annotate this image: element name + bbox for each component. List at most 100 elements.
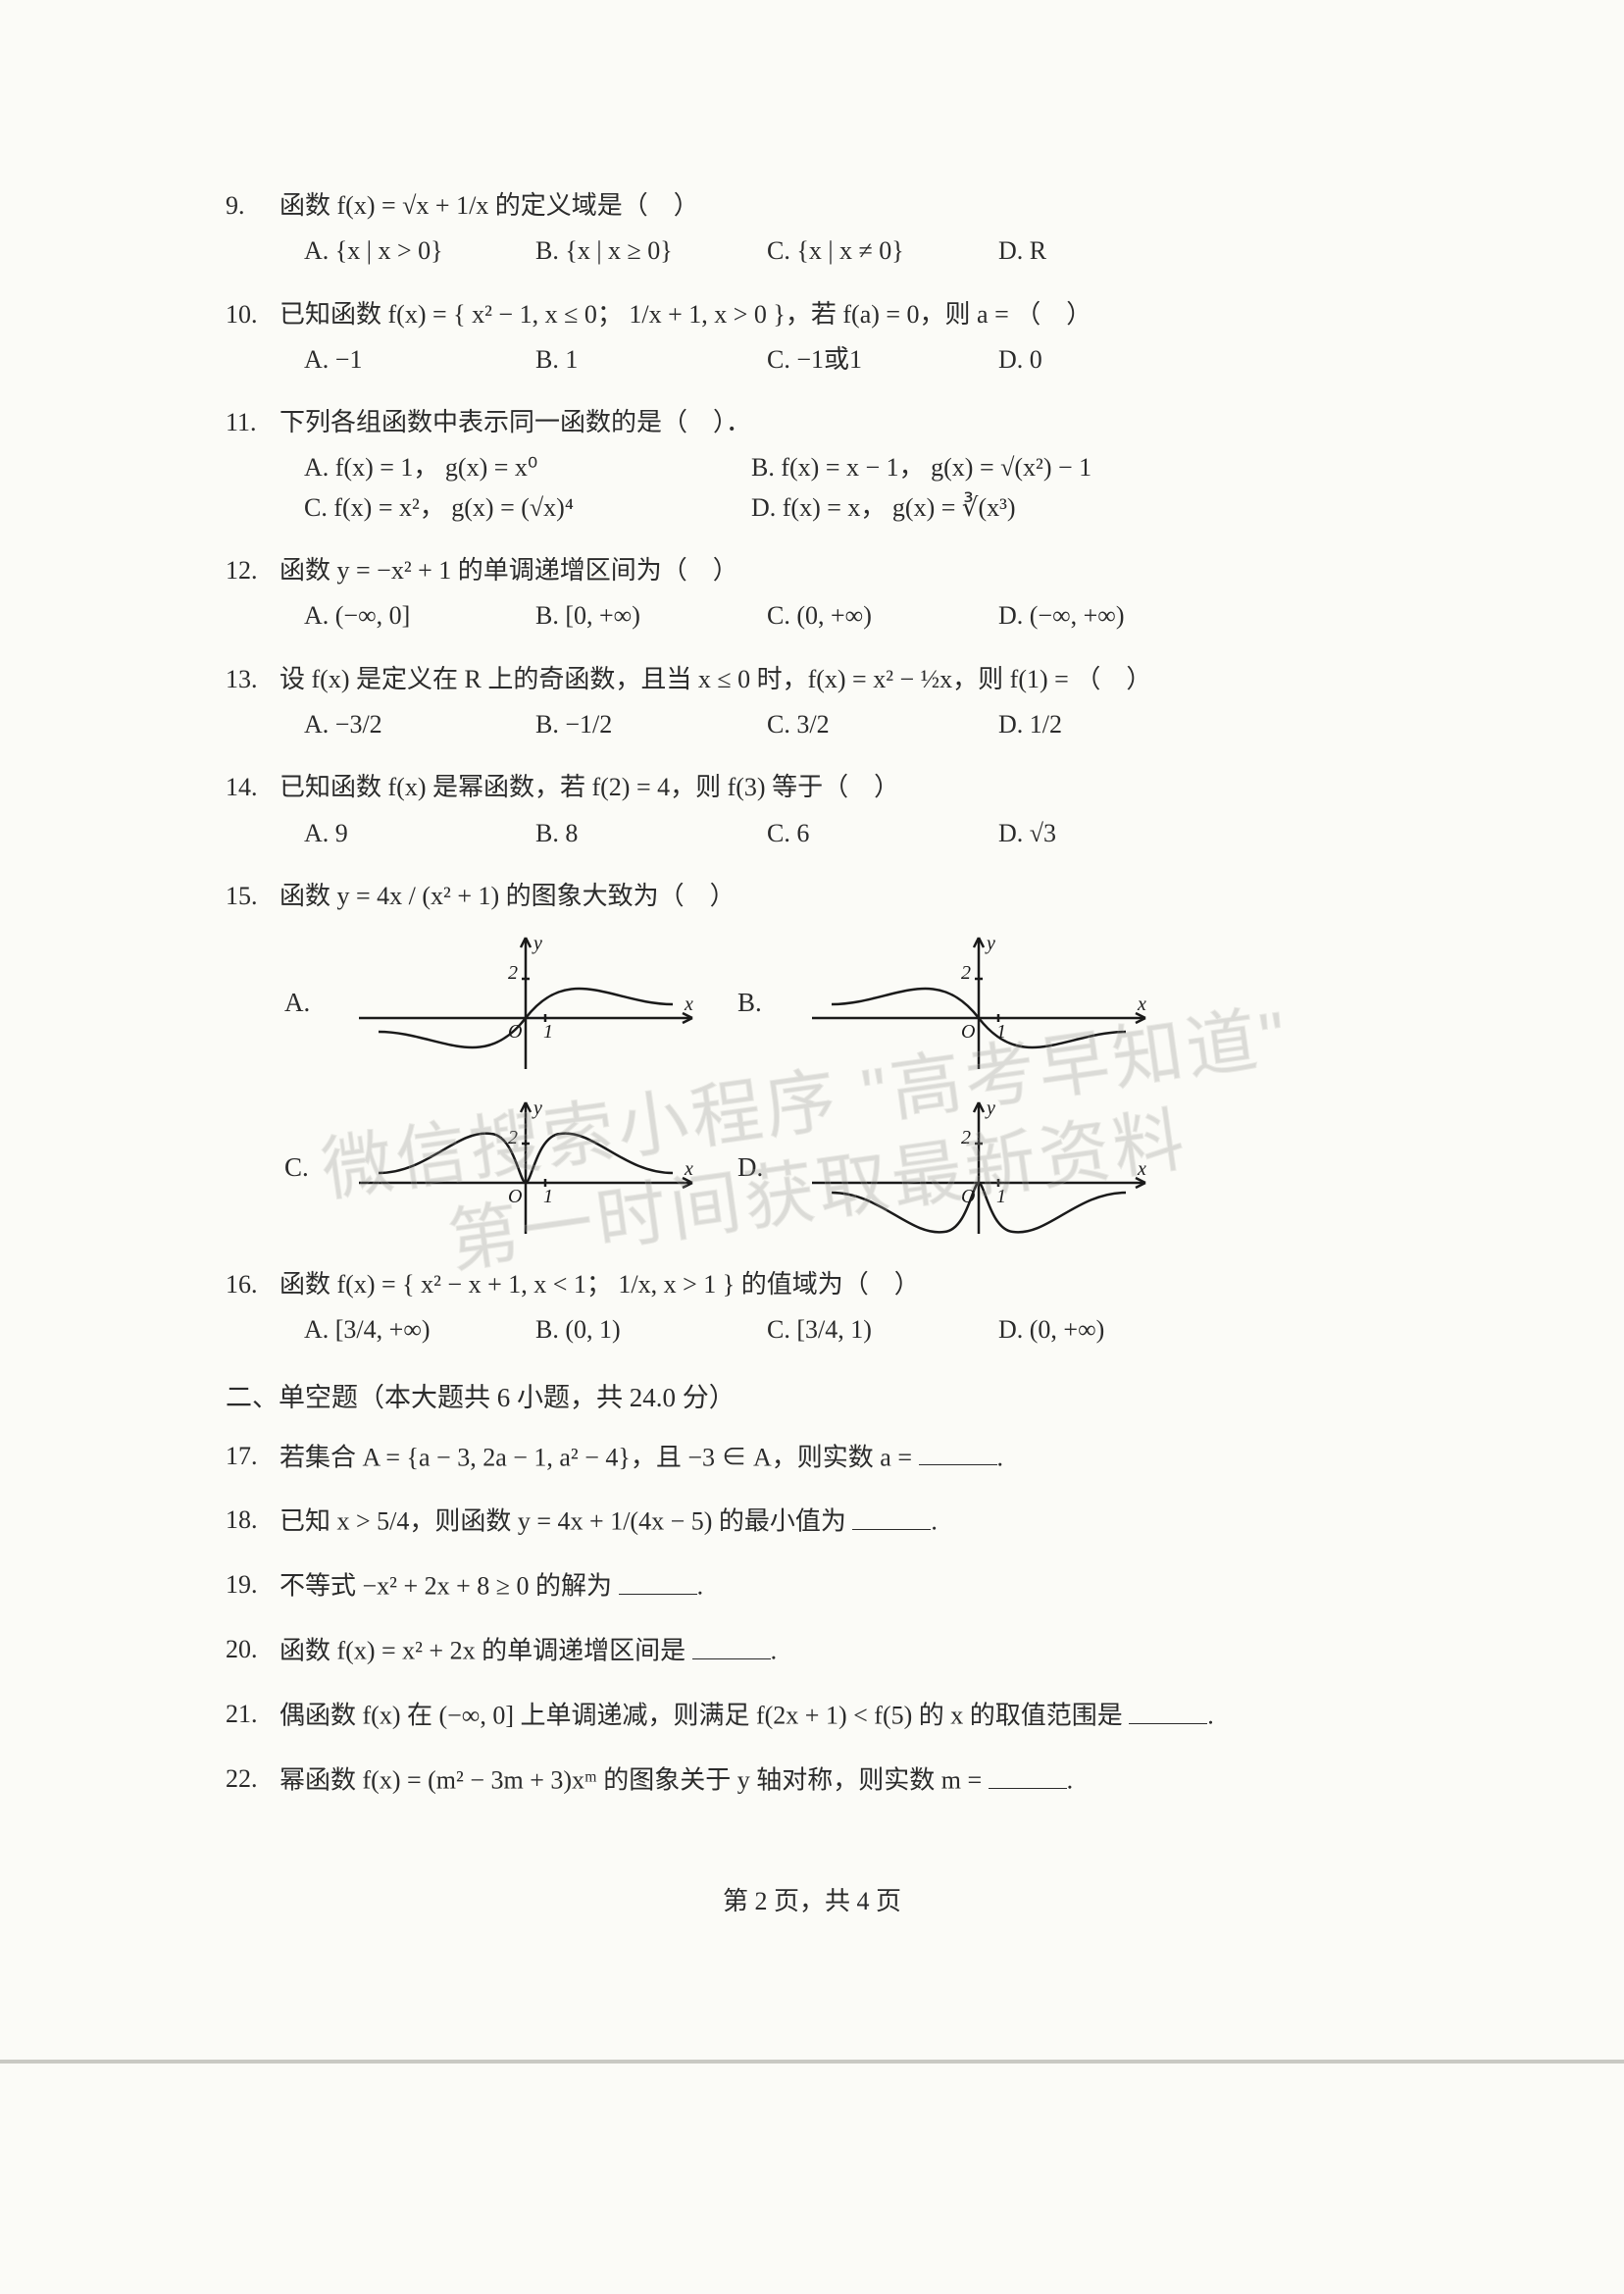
option: C. f(x) = x²， g(x) = (√x)⁴ bbox=[304, 488, 716, 528]
question-stem: 10.已知函数 f(x) = { x² − 1, x ≤ 0； 1/x + 1,… bbox=[226, 295, 1418, 334]
scan-edge bbox=[0, 2060, 1624, 2064]
question-number: 15. bbox=[226, 877, 279, 916]
question-text: 下列各组函数中表示同一函数的是（ ）． bbox=[279, 403, 751, 442]
options: A. 9B. 8C. 6D. √3 bbox=[226, 814, 1418, 853]
question-text: 函数 y = −x² + 1 的单调递增区间为（ ） bbox=[279, 551, 738, 590]
text-after-blank: . bbox=[697, 1572, 704, 1601]
option: D. 0 bbox=[998, 340, 1194, 380]
text-after-blank: . bbox=[931, 1507, 938, 1536]
answer-blank[interactable] bbox=[692, 1630, 771, 1659]
svg-text:2: 2 bbox=[961, 962, 971, 984]
option: C. −1或1 bbox=[767, 340, 963, 380]
text-after-blank: . bbox=[1067, 1766, 1074, 1795]
fill-question: 22.幂函数 f(x) = (m² − 3m + 3)xᵐ 的图象关于 y 轴对… bbox=[226, 1759, 1418, 1801]
svg-text:x: x bbox=[684, 994, 693, 1015]
svg-text:x: x bbox=[684, 1158, 693, 1180]
option: D. f(x) = x， g(x) = ∛(x³) bbox=[751, 488, 1163, 528]
option: A. [3/4, +∞) bbox=[304, 1310, 500, 1350]
answer-blank[interactable] bbox=[1129, 1695, 1207, 1724]
option: A. f(x) = 1， g(x) = x⁰ bbox=[304, 448, 716, 487]
fill-question: 18.已知 x > 5/4，则函数 y = 4x + 1/(4x − 5) 的最… bbox=[226, 1501, 1418, 1542]
options: A. −3/2B. −1/2C. 3/2D. 1/2 bbox=[226, 705, 1418, 744]
text-after-blank: . bbox=[1207, 1702, 1214, 1730]
svg-text:y: y bbox=[985, 1097, 995, 1119]
question: 10.已知函数 f(x) = { x² − 1, x ≤ 0； 1/x + 1,… bbox=[226, 295, 1418, 381]
graph-row: C.O1yx2D.O1yx2 bbox=[284, 1095, 1418, 1242]
option: B. [0, +∞) bbox=[535, 596, 732, 636]
svg-text:y: y bbox=[532, 933, 542, 954]
question-stem: 13.设 f(x) 是定义在 R 上的奇函数，且当 x ≤ 0 时，f(x) =… bbox=[226, 660, 1418, 699]
text-before-blank: 不等式 −x² + 2x + 8 ≥ 0 的解为 bbox=[279, 1572, 619, 1601]
option: C. [3/4, 1) bbox=[767, 1310, 963, 1350]
option: D. R bbox=[998, 231, 1194, 271]
graph-label: D. bbox=[737, 1147, 767, 1189]
question: 11.下列各组函数中表示同一函数的是（ ）． A. f(x) = 1， g(x) … bbox=[226, 403, 1418, 528]
question-stem: 14.已知函数 f(x) 是幂函数，若 f(2) = 4，则 f(3) 等于（ … bbox=[226, 768, 1418, 807]
svg-text:1: 1 bbox=[543, 1186, 553, 1207]
answer-blank[interactable] bbox=[989, 1759, 1067, 1789]
graph-row: A.O1yx2B.O1yx2 bbox=[284, 930, 1418, 1077]
graph-plot: O1yx2 bbox=[802, 930, 1155, 1077]
question-stem: 20.函数 f(x) = x² + 2x 的单调递增区间是 . bbox=[226, 1630, 1418, 1671]
question-text: 若集合 A = {a − 3, 2a − 1, a² − 4}，且 −3 ∈ A… bbox=[279, 1437, 1003, 1478]
question-number: 21. bbox=[226, 1695, 279, 1736]
question-text: 不等式 −x² + 2x + 8 ≥ 0 的解为 . bbox=[279, 1565, 703, 1606]
answer-blank[interactable] bbox=[852, 1501, 931, 1530]
question: 16.函数 f(x) = { x² − x + 1, x < 1； 1/x, x… bbox=[226, 1265, 1418, 1351]
question-stem: 21.偶函数 f(x) 在 (−∞, 0] 上单调递减，则满足 f(2x + 1… bbox=[226, 1695, 1418, 1736]
question-number: 9. bbox=[226, 186, 279, 226]
options: A. f(x) = 1， g(x) = x⁰B. f(x) = x − 1， g… bbox=[226, 448, 1418, 528]
svg-text:y: y bbox=[532, 1097, 542, 1119]
graph-label: A. bbox=[284, 983, 314, 1024]
question-text: 已知 x > 5/4，则函数 y = 4x + 1/(4x − 5) 的最小值为… bbox=[279, 1501, 938, 1542]
question-number: 10. bbox=[226, 295, 279, 334]
option: C. {x | x ≠ 0} bbox=[767, 231, 963, 271]
mcq-section: 9.函数 f(x) = √x + 1/x 的定义域是（ ）A. {x | x >… bbox=[226, 186, 1418, 1351]
svg-text:y: y bbox=[985, 933, 995, 954]
answer-blank[interactable] bbox=[619, 1565, 697, 1595]
options: A. (−∞, 0] B. [0, +∞) C. (0, +∞) D. (−∞, +∞… bbox=[226, 596, 1418, 636]
question-text: 设 f(x) 是定义在 R 上的奇函数，且当 x ≤ 0 时，f(x) = x²… bbox=[279, 660, 1151, 699]
question-text: 函数 y = 4x / (x² + 1) 的图象大致为（ ） bbox=[279, 877, 736, 916]
question: 12.函数 y = −x² + 1 的单调递增区间为（ ） A. (−∞, 0] B… bbox=[226, 551, 1418, 637]
svg-text:2: 2 bbox=[961, 1127, 971, 1148]
option: D. (−∞, +∞) bbox=[998, 596, 1194, 636]
page-footer: 第 2 页，共 4 页 bbox=[0, 1882, 1624, 1921]
option: C. 3/2 bbox=[767, 705, 963, 744]
question-number: 17. bbox=[226, 1437, 279, 1478]
svg-text:1: 1 bbox=[996, 1186, 1006, 1207]
svg-text:2: 2 bbox=[508, 1127, 518, 1148]
option: A. (−∞, 0] bbox=[304, 596, 500, 636]
question-number: 16. bbox=[226, 1265, 279, 1304]
option: C. (0, +∞) bbox=[767, 596, 963, 636]
text-after-blank: . bbox=[997, 1443, 1004, 1471]
graph-plot: O1yx2 bbox=[349, 930, 702, 1077]
svg-text:O: O bbox=[508, 1186, 522, 1207]
option: B. −1/2 bbox=[535, 705, 732, 744]
option: D. (0, +∞) bbox=[998, 1310, 1194, 1350]
question-number: 11. bbox=[226, 403, 279, 442]
question-number: 20. bbox=[226, 1630, 279, 1671]
option: D. √3 bbox=[998, 814, 1194, 853]
section-2-title: 二、单空题（本大题共 6 小题，共 24.0 分） bbox=[226, 1378, 1418, 1419]
question: 9.函数 f(x) = √x + 1/x 的定义域是（ ）A. {x | x >… bbox=[226, 186, 1418, 272]
question: 13.设 f(x) 是定义在 R 上的奇函数，且当 x ≤ 0 时，f(x) =… bbox=[226, 660, 1418, 745]
svg-text:x: x bbox=[1137, 1158, 1146, 1180]
exam-page: 微信搜索小程序 "高考早知道" 第一时间获取最新资料 9.函数 f(x) = √… bbox=[0, 0, 1624, 2294]
question-text: 函数 f(x) = x² + 2x 的单调递增区间是 . bbox=[279, 1630, 777, 1671]
question-text: 已知函数 f(x) 是幂函数，若 f(2) = 4，则 f(3) 等于（ ） bbox=[279, 768, 899, 807]
question-number: 19. bbox=[226, 1565, 279, 1606]
graph-plot: O1 y x 2 bbox=[349, 1095, 702, 1242]
question-text: 已知函数 f(x) = { x² − 1, x ≤ 0； 1/x + 1, x … bbox=[279, 295, 1091, 334]
question-text: 偶函数 f(x) 在 (−∞, 0] 上单调递减，则满足 f(2x + 1) <… bbox=[279, 1695, 1214, 1736]
answer-blank[interactable] bbox=[919, 1437, 997, 1466]
fill-question: 20.函数 f(x) = x² + 2x 的单调递增区间是 . bbox=[226, 1630, 1418, 1671]
fill-question: 17.若集合 A = {a − 3, 2a − 1, a² − 4}，且 −3 … bbox=[226, 1437, 1418, 1478]
graph-plot: O1yx2 bbox=[802, 1095, 1155, 1242]
text-before-blank: 已知 x > 5/4，则函数 y = 4x + 1/(4x − 5) 的最小值为 bbox=[279, 1507, 852, 1536]
options: A. {x | x > 0}B. {x | x ≥ 0}C. {x | x ≠ … bbox=[226, 231, 1418, 271]
question-number: 12. bbox=[226, 551, 279, 590]
question-number: 18. bbox=[226, 1501, 279, 1542]
question-stem: 11.下列各组函数中表示同一函数的是（ ）． bbox=[226, 403, 1418, 442]
question-number: 14. bbox=[226, 768, 279, 807]
